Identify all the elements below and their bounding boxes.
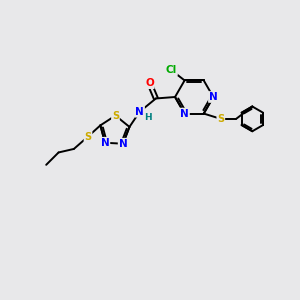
Text: N: N: [135, 107, 144, 117]
Text: N: N: [209, 92, 218, 102]
Text: Cl: Cl: [166, 65, 177, 75]
Text: S: S: [112, 111, 119, 121]
Text: N: N: [118, 139, 127, 149]
Text: N: N: [180, 109, 189, 118]
Text: S: S: [84, 132, 92, 142]
Text: O: O: [145, 78, 154, 88]
Text: N: N: [101, 138, 110, 148]
Text: H: H: [144, 112, 152, 122]
Text: S: S: [217, 114, 224, 124]
